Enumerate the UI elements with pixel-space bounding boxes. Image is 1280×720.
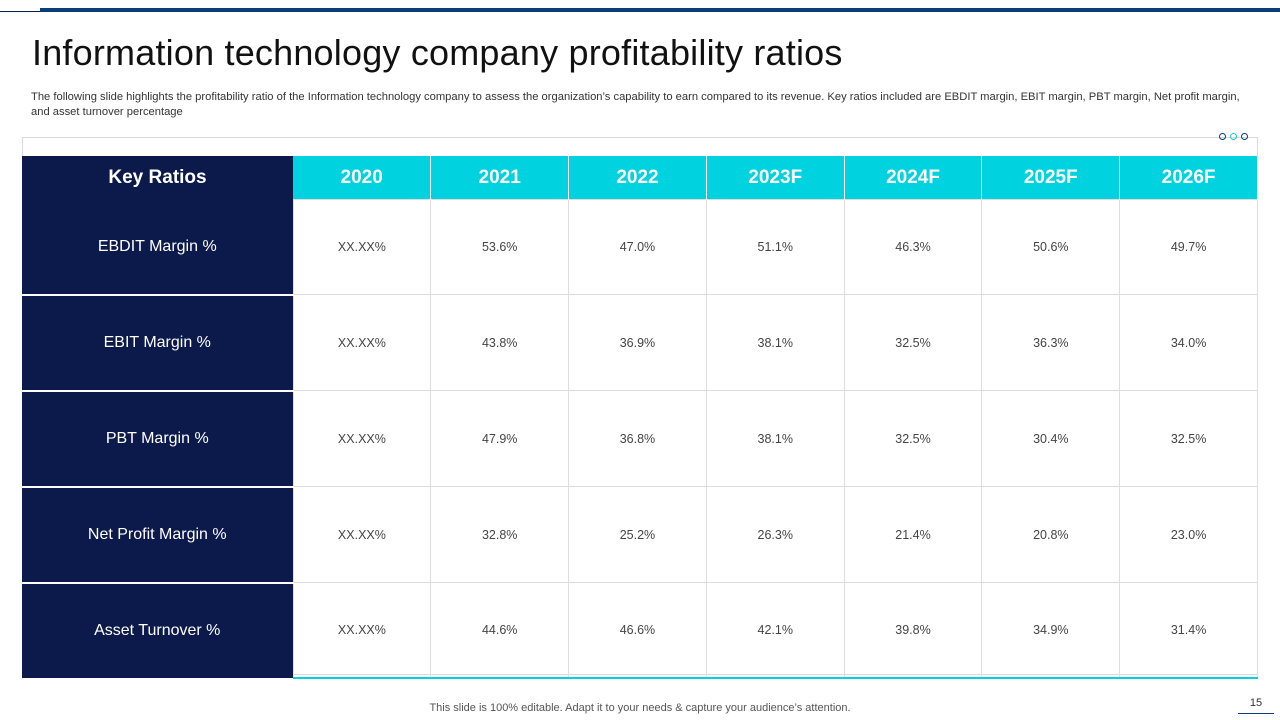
table-cell: 46.6% [568,582,707,679]
table-row: Asset Turnover % XX.XX% 44.6% 46.6% 42.1… [22,582,1258,679]
slide-title: Information technology company profitabi… [32,32,843,73]
header-key-ratios: Key Ratios [22,156,293,200]
table-cell: XX.XX% [292,582,432,679]
table-cell: 53.6% [430,199,570,295]
table-cell: 51.1% [705,199,845,295]
table-header-row: Key Ratios 2020 2021 2022 2023F 2024F 20… [22,156,1258,200]
header-year: 2026F [1119,156,1258,200]
table-cell: 23.0% [1119,486,1258,583]
table-row: EBDIT Margin % XX.XX% 53.6% 47.0% 51.1% … [22,199,1258,296]
table-cell: 32.5% [843,294,983,391]
table-cell: 44.6% [430,582,570,679]
table-cell: 34.9% [981,582,1121,679]
table-row: PBT Margin % XX.XX% 47.9% 36.8% 38.1% 32… [22,390,1258,488]
table-row: Net Profit Margin % XX.XX% 32.8% 25.2% 2… [22,486,1258,584]
row-label: Net Profit Margin % [22,486,293,584]
slide-footer: This slide is 100% editable. Adapt it to… [429,702,851,714]
profitability-ratios-table: Key Ratios 2020 2021 2022 2023F 2024F 20… [22,156,1258,679]
table-cell: 38.1% [705,294,845,391]
table-cell: 50.6% [981,199,1121,295]
table-cell: XX.XX% [292,486,432,583]
table-cell: 32.5% [843,390,983,487]
header-year: 2025F [981,156,1121,200]
table-cell: 21.4% [843,486,983,583]
table-cell: 20.8% [981,486,1121,583]
table-cell: 36.9% [568,294,707,391]
table-cell: 39.8% [843,582,983,679]
table-cell: 26.3% [705,486,845,583]
row-label: Asset Turnover % [22,582,293,678]
table-cell: 43.8% [430,294,570,391]
dot-icon [1230,133,1237,140]
top-accent-line-thin [0,11,40,12]
table-cell: XX.XX% [292,390,432,487]
table-cell: 30.4% [981,390,1121,487]
row-label: PBT Margin % [22,390,293,488]
header-year: 2022 [568,156,707,200]
header-year: 2020 [293,156,432,200]
row-label: EBDIT Margin % [22,199,293,296]
table-cell: 38.1% [705,390,845,487]
table-cell: 47.0% [568,199,707,295]
table-cell: 36.3% [981,294,1121,391]
table-cell: XX.XX% [292,294,432,391]
row-label: EBIT Margin % [22,294,293,392]
table-cell: 49.7% [1119,199,1258,295]
slide-subtitle: The following slide highlights the profi… [31,91,1240,118]
dot-icon [1219,133,1226,140]
header-year: 2023F [706,156,845,200]
table-cell: 36.8% [568,390,707,487]
decorative-dots [1219,133,1248,140]
table-cell: 32.8% [430,486,570,583]
header-year: 2024F [844,156,983,200]
table-cell: 34.0% [1119,294,1258,391]
top-accent-line [40,8,1280,12]
table-cell: 32.5% [1119,390,1258,487]
table-cell: 47.9% [430,390,570,487]
page-number-underline [1238,713,1274,714]
table-cell: 46.3% [843,199,983,295]
page-number: 15 [1249,697,1263,709]
table-row: EBIT Margin % XX.XX% 43.8% 36.9% 38.1% 3… [22,294,1258,392]
dot-icon [1241,133,1248,140]
table-cell: XX.XX% [292,199,432,295]
table-cell: 42.1% [705,582,845,679]
header-year: 2021 [430,156,570,200]
table-cell: 25.2% [568,486,707,583]
table-cell: 31.4% [1119,582,1258,679]
